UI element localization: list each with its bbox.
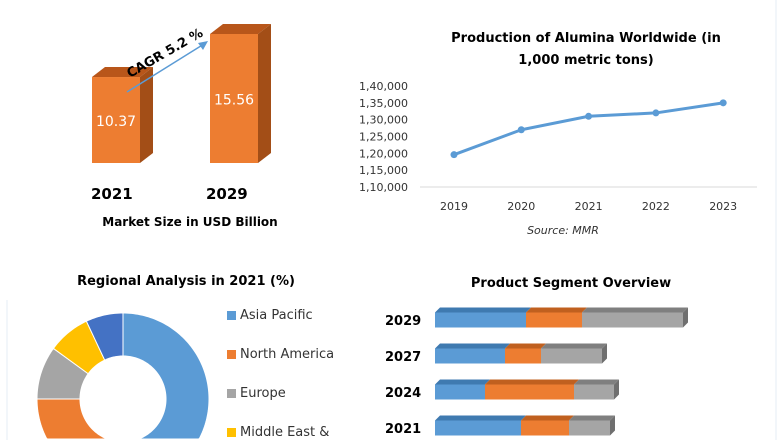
segment-bar-3 [541, 348, 602, 364]
segment-bar-1 [435, 420, 521, 436]
segment-bar-top [485, 379, 579, 385]
segment-bar-top [435, 415, 526, 421]
y-tick-label: 1,35,000 [359, 97, 408, 110]
data-point [517, 126, 525, 134]
x-tick-label: 2021 [575, 200, 603, 213]
segment-bar-2 [485, 384, 574, 400]
segment-bar-2 [505, 348, 541, 364]
segment-bar-top [505, 343, 546, 349]
donut-slice [122, 312, 210, 440]
y-tick-label: 1,20,000 [359, 147, 408, 160]
segment-bar-2 [526, 312, 582, 328]
market-xlabel: Market Size in USD Billion [102, 215, 277, 229]
segment-bar-1 [435, 348, 505, 364]
segment-bar-top [569, 415, 615, 421]
legend-label: Europe [240, 386, 286, 401]
segment-bar-2 [521, 420, 569, 436]
legend-label: Asia Pacific [240, 308, 313, 323]
data-point [719, 99, 727, 107]
market-bar-side [258, 24, 271, 163]
market-bar [210, 34, 258, 163]
series-line [453, 101, 724, 157]
segment-bar-side [683, 307, 688, 328]
legend-swatch [227, 428, 236, 437]
segment-bar-side [602, 343, 607, 364]
segment-bar-top [541, 343, 607, 349]
donut-slice [36, 398, 123, 440]
legend-swatch [227, 311, 236, 320]
cagr-arrow [126, 43, 205, 93]
market-bar-top [92, 67, 153, 78]
legend-swatch [227, 350, 236, 359]
segment-bar-top [435, 379, 490, 385]
cagr-label: CAGR 5.2 % [125, 26, 206, 82]
segment-bar-3 [569, 420, 610, 436]
x-tick-label: 2019 [440, 200, 468, 213]
legend-label: Middle East & [240, 425, 329, 440]
segment-bar-top [582, 307, 688, 313]
cagr-arrowhead-icon [198, 41, 208, 50]
x-tick-label: 2020 [507, 200, 535, 213]
data-point [585, 112, 593, 120]
y-tick-label: 1,40,000 [359, 80, 408, 93]
market-bar-side [140, 67, 153, 163]
segment-year-label: 2024 [385, 386, 421, 401]
line-title-2: 1,000 metric tons) [518, 53, 653, 68]
market-bar [92, 77, 140, 163]
segment-bar-side [610, 415, 615, 436]
legend-label: North America [240, 347, 334, 362]
data-point [450, 151, 458, 159]
y-tick-label: 1,15,000 [359, 164, 408, 177]
x-tick-label: 2023 [709, 200, 737, 213]
y-tick-label: 1,25,000 [359, 131, 408, 144]
y-tick-label: 1,10,000 [359, 181, 408, 194]
market-x-label-2029: 2029 [206, 185, 248, 203]
segment-bar-3 [582, 312, 683, 328]
source-label: Source: MMR [527, 224, 599, 237]
market-x-label-2021: 2021 [91, 185, 133, 203]
segment-bar-top [574, 379, 619, 385]
segment-bar-1 [435, 312, 526, 328]
segment-year-label: 2027 [385, 350, 421, 365]
segment-year-label: 2029 [385, 314, 421, 329]
market-bar-value: 15.56 [214, 93, 254, 109]
data-point [652, 109, 660, 117]
market-bar-top [210, 24, 271, 34]
segment-title: Product Segment Overview [471, 276, 671, 291]
donut-title: Regional Analysis in 2021 (%) [77, 274, 295, 289]
market-bar-value: 10.37 [96, 114, 136, 130]
segment-bar-side [614, 379, 619, 400]
line-title-1: Production of Alumina Worldwide (in [451, 31, 721, 46]
legend-swatch [227, 389, 236, 398]
segment-bar-3 [574, 384, 614, 400]
x-tick-label: 2022 [642, 200, 670, 213]
donut-slice [85, 312, 124, 361]
segment-bar-top [435, 343, 510, 349]
segment-bar-1 [435, 384, 485, 400]
segment-year-label: 2021 [385, 422, 421, 437]
segment-bar-top [521, 415, 574, 421]
segment-bar-top [526, 307, 587, 313]
y-tick-label: 1,30,000 [359, 114, 408, 127]
segment-bar-top [435, 307, 531, 313]
